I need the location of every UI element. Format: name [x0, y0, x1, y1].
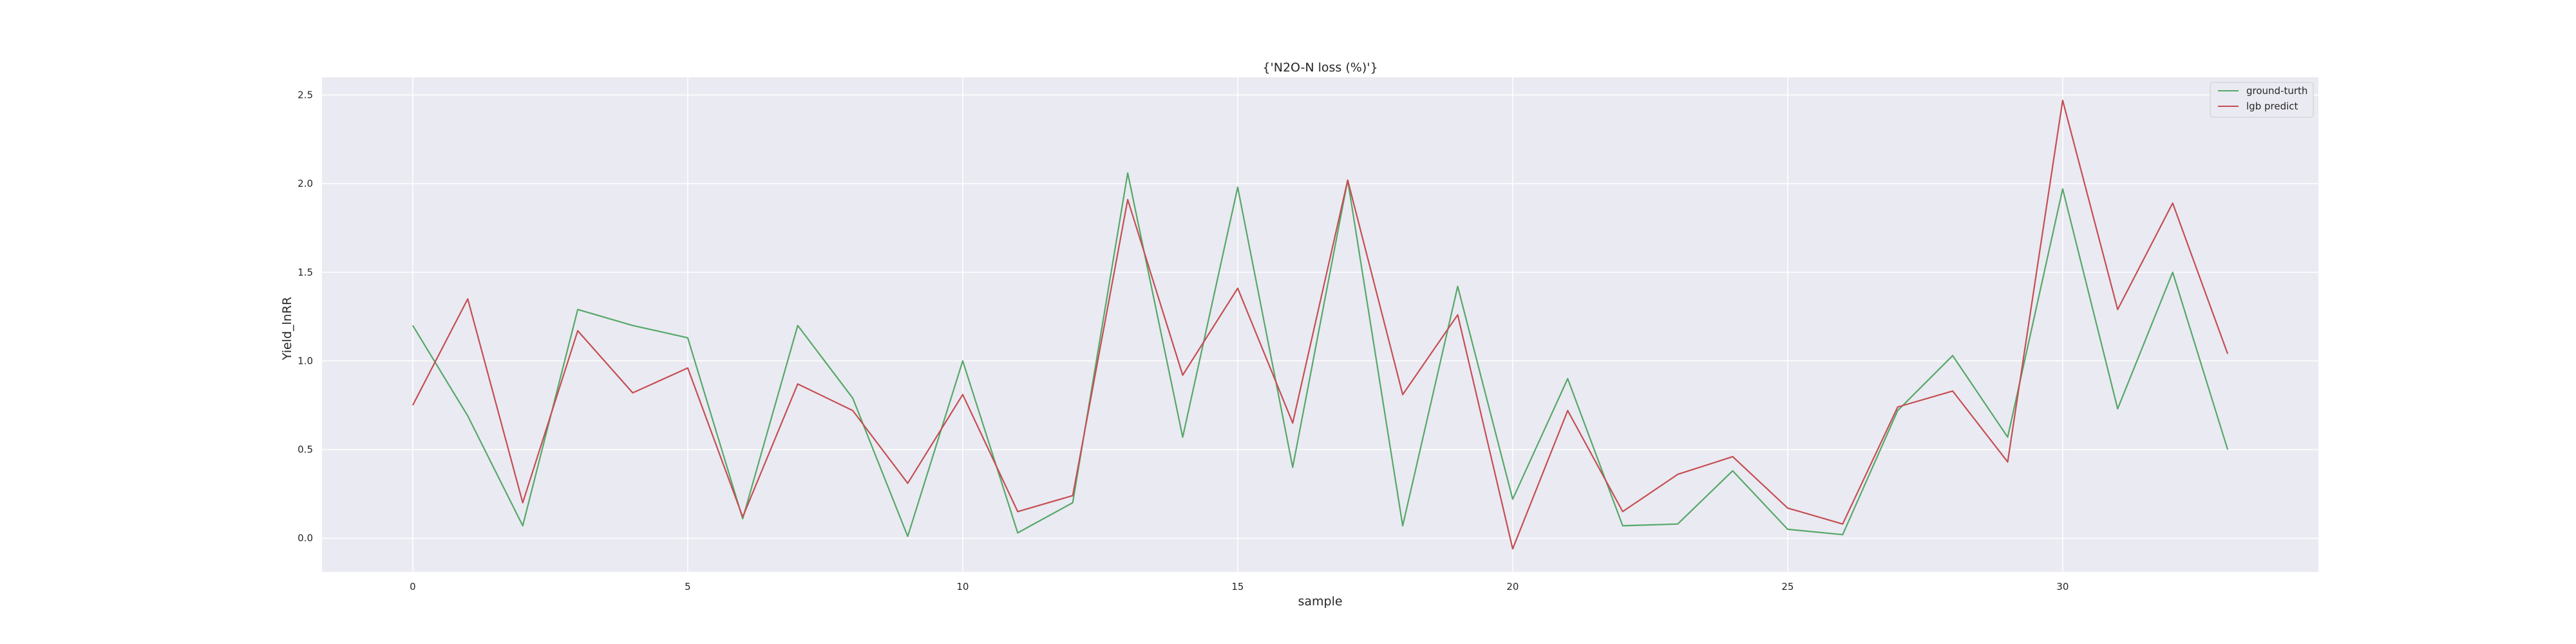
x-tick-label: 0 — [410, 581, 416, 592]
x-tick-labels: 0 5 10 15 20 25 30 — [410, 581, 2069, 592]
x-tick-label: 15 — [1231, 581, 1244, 592]
x-tick-label: 25 — [1781, 581, 1794, 592]
x-tick-label: 30 — [2056, 581, 2069, 592]
y-tick-labels: 0.0 0.5 1.0 1.5 2.0 2.5 — [298, 90, 313, 544]
x-tick-label: 5 — [685, 581, 691, 592]
y-tick-label: 1.5 — [298, 267, 313, 278]
series-line-lgb-predict — [412, 99, 2229, 550]
x-tick-label: 20 — [1506, 581, 1519, 592]
legend: ground-turth lgb predict — [2210, 82, 2314, 118]
y-axis-label: Yield_lnRR — [280, 297, 294, 361]
y-tick-label: 0.0 — [298, 533, 313, 544]
legend-label-ground-turth: ground-turth — [2246, 85, 2307, 97]
y-tick-label: 2.0 — [298, 178, 313, 189]
y-tick-label: 2.5 — [298, 90, 313, 101]
series-lines — [412, 99, 2229, 550]
x-axis-label: sample — [1298, 594, 1342, 609]
series-line-ground-turth — [412, 172, 2229, 538]
chart-title: {'N2O-N loss (%)'} — [1262, 61, 1378, 75]
y-tick-label: 0.5 — [298, 444, 313, 455]
y-tick-label: 1.0 — [298, 355, 313, 366]
grid-lines — [322, 77, 2318, 572]
x-tick-label: 10 — [956, 581, 969, 592]
legend-label-lgb-predict: lgb predict — [2246, 100, 2298, 112]
